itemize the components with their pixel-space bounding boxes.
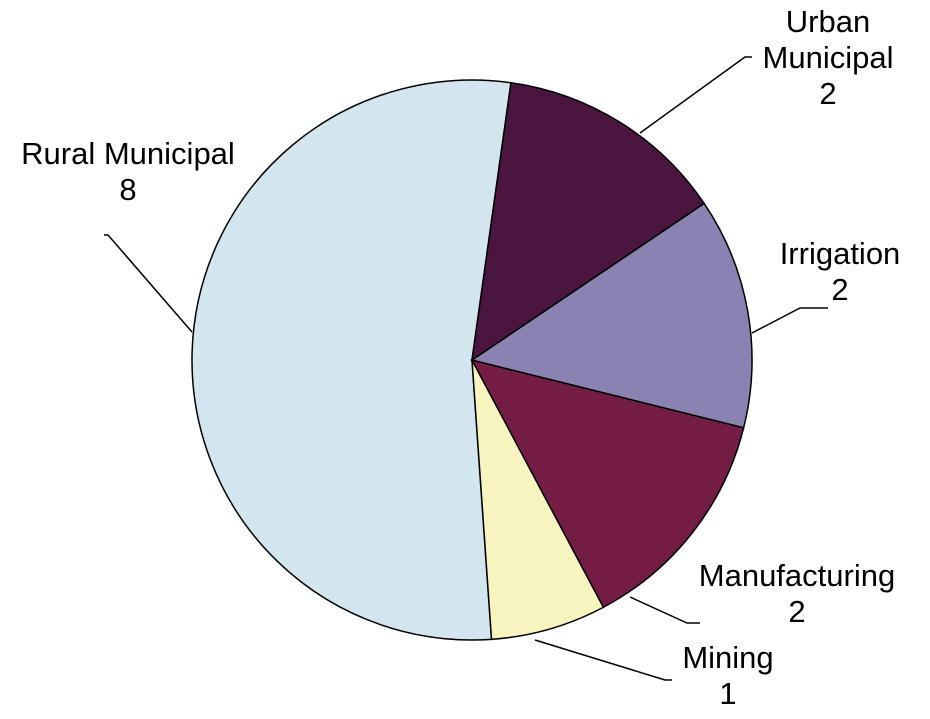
value-label: 1 [719, 676, 737, 711]
slice-label: Mining 1 [648, 640, 808, 712]
category-label: Irrigation [779, 236, 901, 271]
leader-line [629, 596, 700, 624]
category-label: Rural Municipal [21, 136, 235, 171]
pie-slice [471, 81, 706, 362]
value-label: 2 [788, 594, 806, 629]
category-label: Urban Municipal [762, 4, 894, 75]
pie-slice [470, 202, 753, 429]
leader-line [104, 234, 193, 333]
category-label: Manufacturing [698, 558, 896, 593]
leader-line [751, 307, 828, 334]
category-label: Mining [682, 640, 774, 675]
pie-slice [470, 358, 745, 609]
value-label: 2 [831, 272, 849, 307]
slice-label: Rural Municipal 8 [0, 136, 268, 208]
value-label: 2 [819, 76, 837, 111]
slice-label: Manufacturing 2 [667, 558, 927, 630]
pie-slice [191, 79, 512, 641]
value-label: 8 [119, 172, 137, 207]
slice-label: Irrigation 2 [740, 236, 930, 308]
leader-line [534, 639, 672, 681]
leader-line [639, 56, 752, 134]
slice-label: Urban Municipal 2 [753, 4, 903, 112]
pie-slice [471, 359, 605, 641]
